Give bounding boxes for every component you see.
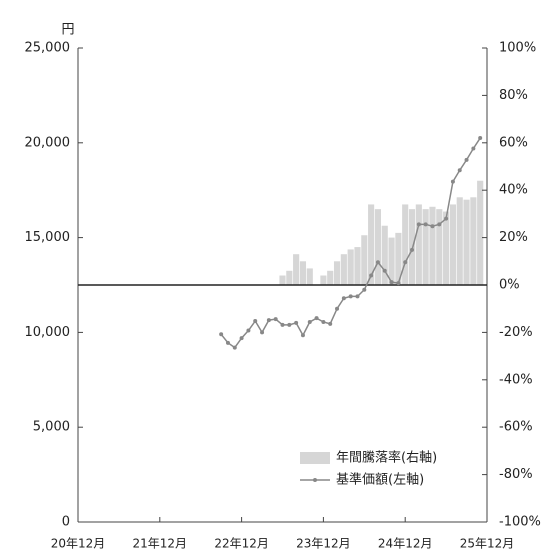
- y-tick-label: 25,000: [25, 41, 71, 56]
- x-tick-label: 21年12月: [133, 537, 188, 551]
- y2-tick-label: 60%: [499, 135, 528, 150]
- nav-point: [478, 136, 483, 141]
- bar: [286, 270, 293, 285]
- nav-point: [246, 328, 251, 333]
- y2-tick-label: 40%: [499, 183, 528, 198]
- y-tick-label: 15,000: [25, 230, 71, 245]
- bar: [368, 204, 375, 285]
- y-tick-label: 20,000: [25, 135, 71, 150]
- nav-point: [307, 319, 312, 324]
- nav-point: [287, 322, 292, 327]
- x-tick-label: 20年12月: [51, 537, 106, 551]
- nav-point: [219, 332, 224, 337]
- bar: [320, 275, 327, 285]
- y2-tick-label: 80%: [499, 88, 528, 103]
- bar: [299, 261, 307, 285]
- bar: [415, 204, 422, 285]
- legend-swatch: [313, 478, 317, 482]
- bar: [477, 180, 484, 285]
- nav-point: [232, 345, 237, 350]
- bar: [443, 211, 450, 285]
- bar: [327, 270, 334, 285]
- nav-point: [362, 287, 367, 292]
- bar: [293, 254, 300, 285]
- nav-point: [321, 319, 326, 324]
- bar: [456, 197, 463, 285]
- bar: [354, 247, 361, 285]
- bar: [436, 209, 443, 285]
- y-tick-label: 5,000: [33, 420, 70, 435]
- nav-point: [280, 322, 285, 327]
- bar: [381, 225, 388, 285]
- bar: [279, 275, 286, 285]
- nav-point: [450, 179, 455, 184]
- x-tick-label: 23年12月: [296, 537, 351, 551]
- nav-point: [348, 294, 353, 299]
- nav-point: [471, 146, 476, 151]
- nav-point: [382, 268, 387, 273]
- nav-point: [369, 273, 374, 278]
- x-tick-label: 25年12月: [460, 537, 515, 551]
- nav-point: [225, 340, 230, 345]
- nav-point: [341, 296, 346, 301]
- bar: [361, 235, 368, 285]
- nav-point: [444, 216, 449, 221]
- x-tick-label: 24年12月: [378, 537, 433, 551]
- nav-point: [239, 336, 244, 341]
- y2-tick-label: -100%: [499, 515, 541, 530]
- bar: [429, 206, 436, 285]
- nav-point: [335, 306, 340, 311]
- nav-point: [253, 319, 258, 324]
- nav-point: [273, 317, 278, 322]
- bar: [395, 232, 402, 285]
- nav-point: [410, 247, 415, 252]
- nav-point: [260, 330, 265, 335]
- nav-point: [430, 224, 435, 229]
- bar: [388, 237, 395, 285]
- nav-point: [355, 294, 360, 299]
- y2-tick-label: 100%: [499, 41, 536, 56]
- legend-label: 年間騰落率(右軸): [336, 450, 437, 466]
- bar: [340, 254, 347, 285]
- legend-swatch: [300, 452, 330, 464]
- nav-point: [416, 222, 421, 227]
- bar: [463, 199, 470, 285]
- legend-label: 基準価額(左軸): [336, 472, 424, 488]
- y2-tick-label: -80%: [499, 467, 533, 482]
- bar: [402, 204, 409, 285]
- bar: [422, 209, 429, 285]
- x-tick-label: 22年12月: [214, 537, 269, 551]
- y-tick-label: 10,000: [25, 325, 71, 340]
- y-tick-label: 0: [62, 515, 70, 530]
- nav-point: [375, 260, 380, 265]
- y-unit: 円: [61, 23, 74, 38]
- y2-tick-label: -20%: [499, 325, 533, 340]
- bar: [470, 197, 477, 285]
- y2-tick-label: -40%: [499, 372, 533, 387]
- y2-tick-label: 20%: [499, 230, 528, 245]
- nav-point: [300, 333, 305, 338]
- nav-point: [314, 316, 319, 321]
- bar: [347, 249, 354, 285]
- nav-point: [437, 222, 442, 227]
- nav-point: [464, 157, 469, 162]
- bar: [449, 204, 456, 285]
- y2-tick-label: -60%: [499, 420, 533, 435]
- nav-point: [403, 260, 408, 265]
- bar: [374, 209, 382, 285]
- bar: [333, 261, 341, 285]
- bar: [306, 268, 313, 285]
- nav-point: [294, 320, 299, 325]
- nav-point: [266, 318, 271, 323]
- nav-point: [389, 280, 394, 285]
- nav-point: [396, 281, 401, 286]
- nav-point: [423, 222, 428, 227]
- nav-point: [457, 168, 462, 173]
- y2-tick-label: 0%: [499, 278, 520, 293]
- nav-point: [328, 321, 333, 326]
